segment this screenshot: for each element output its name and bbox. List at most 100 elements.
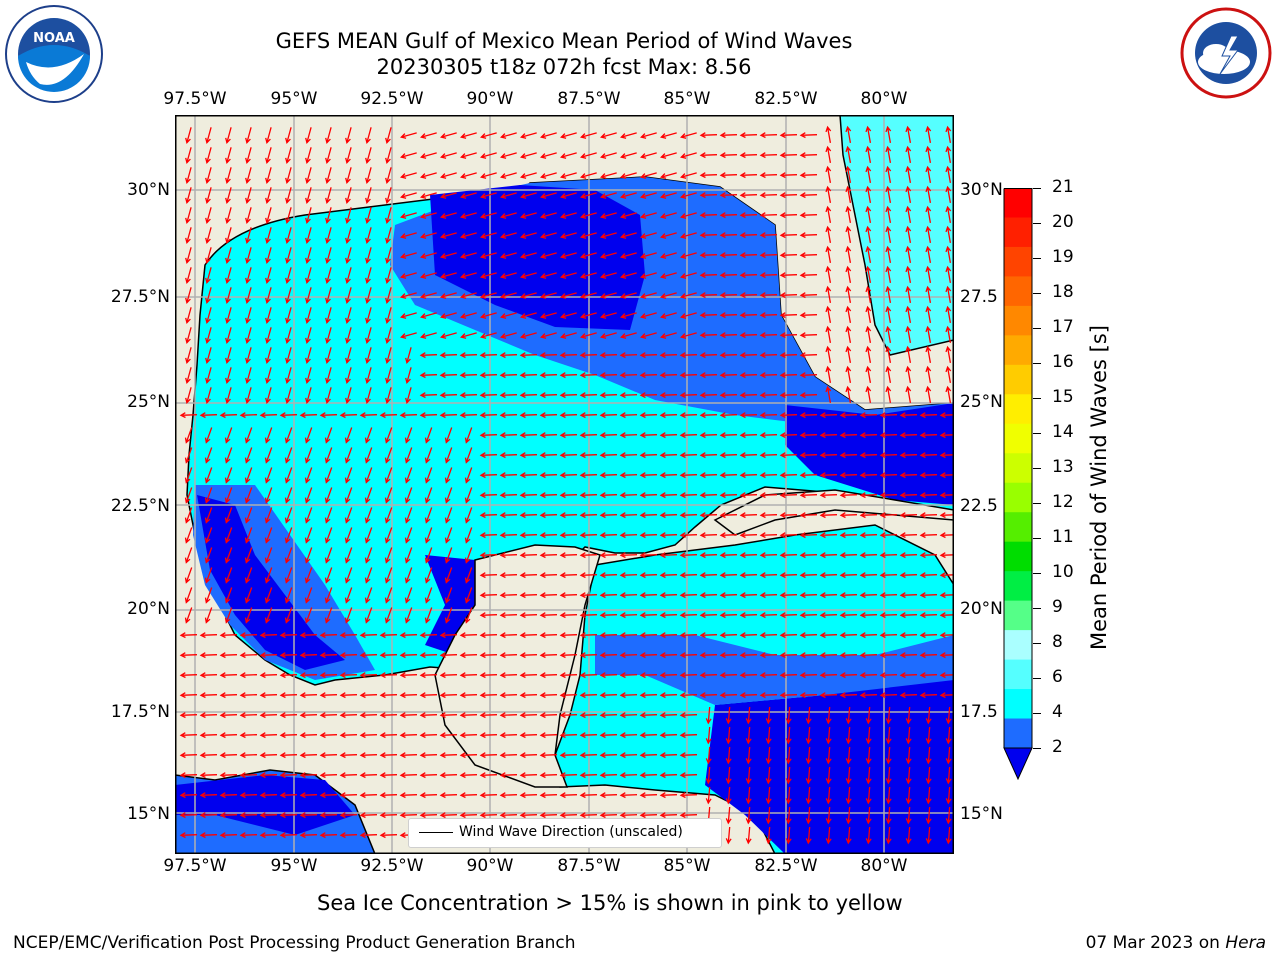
wind-arrow bbox=[464, 487, 473, 504]
wind-arrow bbox=[419, 392, 438, 399]
lat-tick-left: 27.5°N bbox=[110, 287, 170, 307]
wind-arrow bbox=[805, 826, 812, 845]
wind-arrow bbox=[905, 786, 912, 805]
wind-arrow bbox=[459, 752, 478, 759]
footer-left: NCEP/EMC/Verification Post Processing Pr… bbox=[13, 933, 576, 953]
wind-arrow bbox=[179, 712, 198, 719]
colorbar-band bbox=[1004, 394, 1032, 425]
wind-arrow bbox=[285, 287, 292, 304]
wind-arrow bbox=[865, 225, 872, 244]
wind-arrow bbox=[499, 792, 518, 799]
wind-arrow bbox=[879, 692, 898, 699]
wind-arrow bbox=[759, 252, 778, 259]
wind-arrow bbox=[480, 212, 497, 219]
wind-arrow bbox=[785, 726, 792, 745]
wind-arrow bbox=[324, 567, 333, 584]
wind-arrow bbox=[259, 412, 278, 419]
wind-arrow bbox=[440, 272, 457, 279]
wind-arrow bbox=[439, 372, 458, 379]
wind-arrow bbox=[460, 152, 477, 159]
wind-arrow bbox=[225, 387, 232, 404]
wind-arrow bbox=[185, 147, 192, 164]
wind-arrow bbox=[699, 552, 718, 559]
wind-arrow bbox=[365, 327, 372, 344]
wind-arrow bbox=[225, 207, 232, 224]
wind-arrow bbox=[459, 772, 478, 779]
wind-arrow bbox=[619, 672, 638, 679]
wind-arrow bbox=[659, 732, 678, 739]
wind-arrow bbox=[420, 312, 437, 319]
wind-arrow bbox=[939, 632, 954, 639]
lon-tick-bottom: 82.5°W bbox=[754, 856, 818, 876]
wind-arrow bbox=[680, 172, 697, 179]
wind-arrow bbox=[424, 487, 433, 504]
wind-arrow bbox=[879, 612, 898, 619]
wind-arrow bbox=[399, 692, 418, 699]
wind-arrow bbox=[480, 192, 497, 199]
wind-arrow bbox=[919, 492, 938, 499]
wind-arrow bbox=[304, 547, 313, 564]
wind-arrow bbox=[579, 492, 598, 499]
wind-arrow bbox=[560, 272, 577, 279]
wind-arrow bbox=[699, 372, 718, 379]
wind-arrow bbox=[639, 392, 658, 399]
wind-arrow bbox=[299, 692, 318, 699]
wind-arrow bbox=[619, 632, 638, 639]
wind-arrow bbox=[539, 652, 558, 659]
wind-arrow bbox=[799, 612, 818, 619]
wind-arrow bbox=[519, 732, 538, 739]
wind-arrow bbox=[239, 412, 258, 419]
wind-arrow bbox=[759, 392, 778, 399]
wind-arrow bbox=[679, 612, 698, 619]
wind-arrow bbox=[659, 432, 678, 439]
wind-arrow bbox=[419, 372, 438, 379]
wind-arrow bbox=[204, 607, 213, 624]
wind-arrow bbox=[179, 632, 198, 639]
wind-arrow bbox=[945, 786, 952, 805]
wind-arrow bbox=[745, 726, 752, 745]
wind-arrow bbox=[620, 232, 637, 239]
wind-arrow bbox=[660, 332, 677, 339]
wind-arrow bbox=[799, 472, 818, 479]
wind-arrow bbox=[245, 127, 252, 144]
wind-arrow bbox=[219, 692, 238, 699]
wind-arrow bbox=[440, 172, 457, 179]
wind-arrow bbox=[845, 806, 852, 825]
wind-arrow bbox=[579, 692, 598, 699]
lat-tick-left: 20°N bbox=[127, 599, 170, 619]
wind-arrow bbox=[620, 272, 637, 279]
wind-arrow bbox=[185, 267, 192, 284]
wind-arrow bbox=[919, 532, 938, 539]
wind-arrow bbox=[939, 692, 954, 699]
wind-arrow bbox=[339, 812, 358, 819]
wind-arrow bbox=[225, 167, 232, 184]
wind-arrow bbox=[560, 312, 577, 319]
wind-arrow bbox=[939, 592, 954, 599]
wind-arrow bbox=[520, 212, 537, 219]
wind-arrow bbox=[204, 587, 213, 604]
chart-title: GEFS MEAN Gulf of Mexico Mean Period of … bbox=[275, 29, 853, 53]
wind-arrow bbox=[479, 712, 498, 719]
wind-arrow bbox=[499, 472, 518, 479]
wind-arrow bbox=[219, 412, 238, 419]
wind-arrow bbox=[185, 167, 192, 184]
wind-arrow bbox=[224, 567, 233, 584]
wind-arrow bbox=[184, 467, 193, 484]
wind-arrow bbox=[779, 552, 798, 559]
wind-arrow bbox=[719, 192, 738, 199]
wind-arrow bbox=[705, 786, 712, 805]
wind-arrow bbox=[899, 632, 918, 639]
wind-arrow bbox=[759, 292, 778, 299]
wind-arrow bbox=[679, 792, 698, 799]
sea-ice-note: Sea Ice Concentration > 15% is shown in … bbox=[317, 891, 903, 915]
wind-arrow bbox=[905, 225, 912, 244]
colorbar-extend-triangle bbox=[1003, 747, 1033, 781]
wind-arrow bbox=[365, 347, 372, 364]
colorbar-band bbox=[1004, 630, 1032, 661]
wind-arrow bbox=[639, 732, 658, 739]
wind-arrow bbox=[245, 167, 252, 184]
wind-arrow bbox=[865, 786, 872, 805]
wind-arrow bbox=[679, 712, 698, 719]
wind-arrow bbox=[325, 147, 332, 164]
wind-arrow bbox=[719, 392, 738, 399]
